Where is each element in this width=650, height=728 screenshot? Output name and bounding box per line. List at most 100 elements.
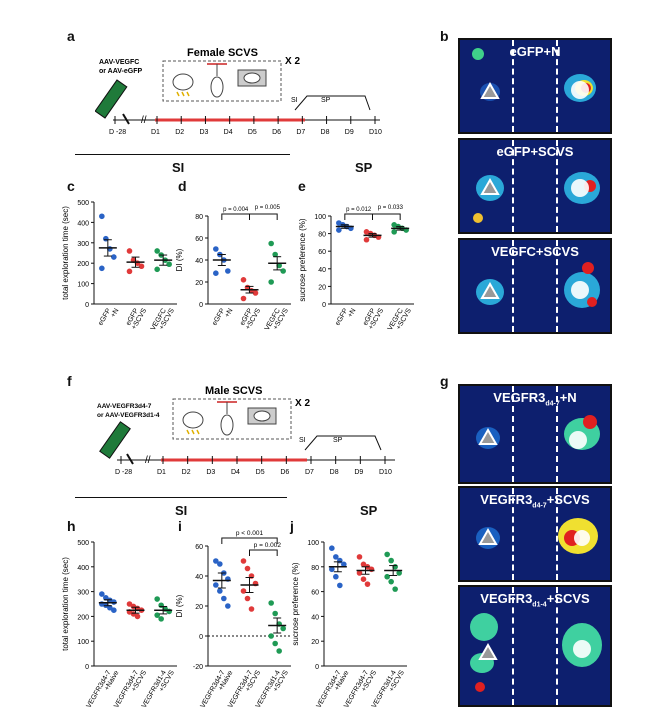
chart-c: 0 100 200 300 400 500 total exploration time (… xyxy=(61,200,177,332)
timeline-label: D3 xyxy=(206,469,215,476)
timeline-label: D8 xyxy=(321,129,330,136)
heatmap-blobs xyxy=(473,172,600,223)
sig-label: p = 0.005 xyxy=(255,205,281,211)
timeline-label: D1 xyxy=(151,129,160,136)
y-axis-label: DI (%) xyxy=(175,248,184,271)
heatmap-title: eGFP+SCVS xyxy=(496,144,574,159)
sig-bracket xyxy=(249,549,278,556)
sig-bracket xyxy=(372,213,401,220)
y-tick-label: 60 xyxy=(195,544,203,551)
y-tick-label: 60 xyxy=(311,590,319,597)
data-point xyxy=(276,648,282,654)
data-point xyxy=(154,248,160,254)
schematic-title: Female SCVS xyxy=(187,47,258,59)
panel-letter-d: d xyxy=(178,178,187,194)
data-point xyxy=(213,270,219,276)
virus-label-2: or AAV-VEGFR3d1-4 xyxy=(97,412,160,419)
timeline-label: D1 xyxy=(157,469,166,476)
data-point xyxy=(384,551,390,558)
y-axis-label: total exploration time (sec) xyxy=(61,206,70,300)
chart-h: 0 100 200 300 400 500 total exploration time (… xyxy=(61,540,177,709)
si-divider-bottom xyxy=(75,497,287,498)
data-point xyxy=(240,295,247,302)
y-tick-label: 100 xyxy=(77,639,89,646)
y-tick-label: -20 xyxy=(193,664,203,671)
timeline-label: D6 xyxy=(280,469,289,476)
heatmap-b-1: eGFP+N xyxy=(458,38,612,134)
data-point xyxy=(337,582,343,589)
data-point xyxy=(388,578,394,585)
y-tick-label: 300 xyxy=(77,241,89,248)
stressor-icons xyxy=(182,401,277,436)
data-point xyxy=(248,606,255,612)
timeline-label: D8 xyxy=(330,469,339,476)
sig-bracket xyxy=(344,213,373,220)
data-point xyxy=(272,251,278,258)
timeline-label: D10 xyxy=(379,469,392,476)
y-tick-label: 40 xyxy=(311,614,319,621)
data-point xyxy=(268,633,274,639)
si-label: SI xyxy=(299,437,306,444)
data-point xyxy=(126,248,133,254)
si-section-bottom: SI xyxy=(175,503,188,518)
y-tick-label: 500 xyxy=(77,540,89,547)
data-point xyxy=(276,262,282,269)
sig-label: p = 0.004 xyxy=(223,207,249,213)
timeline-label: D3 xyxy=(199,129,208,136)
y-tick-label: 400 xyxy=(77,220,89,227)
y-tick-label: 0 xyxy=(322,302,326,309)
timeline-label: D9 xyxy=(345,129,354,136)
timeline-bottom: D -28 D1 D2 D3 D4 D5 D6 D7 D8 D9 D10 xyxy=(115,456,392,476)
virus-label-1: AAV-VEGFC xyxy=(99,59,139,66)
syringe-icon xyxy=(95,79,130,125)
y-tick-label: 20 xyxy=(318,284,326,291)
si-divider-top xyxy=(75,154,290,155)
data-point xyxy=(244,565,251,572)
sp-section-bottom: SP xyxy=(360,503,378,518)
sig-bracket xyxy=(221,537,278,544)
heatmap-g-3: VEGFR3d1-4+SCVS xyxy=(458,585,612,707)
timeline-label: D9 xyxy=(354,469,363,476)
y-tick-label: 400 xyxy=(77,565,89,572)
sp-label: SP xyxy=(321,97,331,104)
si-section-top: SI xyxy=(172,160,185,175)
timeline-label: D7 xyxy=(296,129,305,136)
svg-text://: // xyxy=(145,455,151,466)
data-point xyxy=(341,561,347,568)
data-point xyxy=(280,268,286,274)
y-tick-label: 200 xyxy=(77,261,89,268)
data-point xyxy=(392,586,398,592)
data-point xyxy=(268,600,274,606)
y-tick-label: 80 xyxy=(311,565,319,572)
data-point xyxy=(356,554,363,560)
y-tick-label: 100 xyxy=(77,282,89,289)
sig-label: p = 0.002 xyxy=(254,542,282,549)
data-point xyxy=(268,279,274,285)
timeline-label: D2 xyxy=(182,469,191,476)
timeline-label: D5 xyxy=(248,129,257,136)
data-point xyxy=(388,557,394,564)
data-point xyxy=(272,610,278,617)
timeline-label: D6 xyxy=(272,129,281,136)
data-point xyxy=(272,640,278,647)
repeat-label: X 2 xyxy=(295,398,310,409)
y-tick-label: 20 xyxy=(195,604,203,611)
data-point xyxy=(336,227,342,233)
data-point xyxy=(329,545,335,551)
y-axis-label: sucrose preference (%) xyxy=(298,218,307,301)
stress-box xyxy=(172,398,292,440)
panel-letter-b: b xyxy=(440,28,449,44)
data-point xyxy=(99,265,105,272)
timeline-top: D -28 D1 D2 D3 D4 D5 D6 D7 D8 D9 D10 xyxy=(109,116,382,136)
y-tick-label: 500 xyxy=(77,200,89,207)
sig-bracket xyxy=(221,213,250,220)
data-point xyxy=(329,566,335,573)
data-point xyxy=(364,581,371,587)
timeline-label: D -28 xyxy=(115,469,132,476)
data-point xyxy=(333,573,339,580)
virus-label-1: AAV-VEGFR3d4-7 xyxy=(97,403,152,410)
data-point xyxy=(107,604,113,611)
sig-bracket xyxy=(249,213,278,220)
